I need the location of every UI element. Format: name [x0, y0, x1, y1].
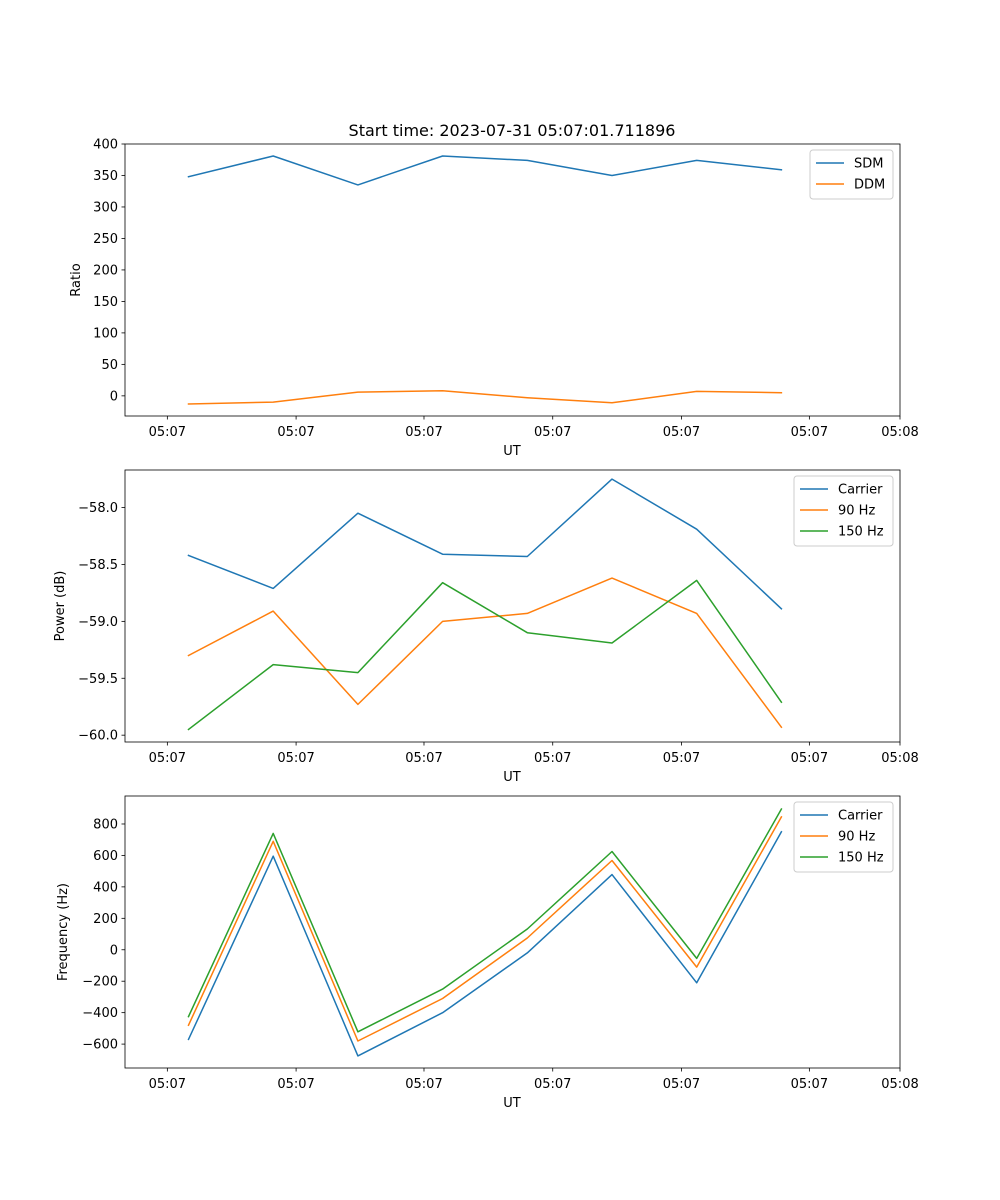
subplot-2: −60.0 −59.5 −59.0 −58.5 −58.0 05:07 05:07 05:07… — [53, 469, 919, 785]
x-tick-label: 05:07 — [791, 1077, 828, 1092]
series-line-carrier — [187, 478, 783, 610]
legend: SDM DDM — [809, 149, 894, 200]
series-line-150-hz — [187, 807, 783, 1033]
y-tick-label: −58.0 — [78, 501, 118, 516]
legend-label: 150 Hz — [838, 851, 884, 866]
y-tick-label: 250 — [93, 232, 118, 247]
axes-frame — [124, 795, 901, 1069]
x-tick-label: 05:07 — [405, 751, 442, 766]
x-tick-label: 05:08 — [881, 425, 918, 440]
legend-label: 90 Hz — [838, 504, 875, 519]
y-axis-label: Frequency (Hz) — [56, 883, 71, 981]
y-tick-label: −600 — [82, 1038, 118, 1053]
y-tick-label: 150 — [93, 295, 118, 310]
legend-label: SDM — [854, 157, 883, 172]
x-tick-label: 05:08 — [881, 1077, 918, 1092]
legend-box — [793, 475, 894, 547]
legend-label: Carrier — [838, 483, 883, 498]
y-tick-label: 600 — [93, 849, 118, 864]
y-tick-label: 300 — [93, 200, 118, 215]
axes-frame — [124, 469, 901, 743]
series-line-150-hz — [187, 579, 783, 731]
x-tick-label: 05:07 — [405, 1077, 442, 1092]
y-axis-label: Ratio — [69, 263, 84, 296]
x-tick-label: 05:07 — [534, 425, 571, 440]
x-tick-label: 05:07 — [791, 751, 828, 766]
series-line-carrier — [187, 830, 783, 1057]
legend-label: Carrier — [838, 809, 883, 824]
x-tick-label: 05:08 — [881, 751, 918, 766]
legend: Carrier 90 Hz 150 Hz — [793, 801, 894, 873]
x-tick-label: 05:07 — [791, 425, 828, 440]
axes-frame — [124, 143, 901, 417]
legend: Carrier 90 Hz 150 Hz — [793, 475, 894, 547]
y-tick-label: 0 — [110, 943, 118, 958]
series-line-90-hz — [187, 577, 783, 729]
x-tick-label: 05:07 — [149, 1077, 186, 1092]
x-tick-label: 05:07 — [663, 1077, 700, 1092]
y-tick-label: 400 — [93, 138, 118, 153]
series-line-sdm — [187, 155, 783, 186]
y-axis-label: Power (dB) — [53, 571, 68, 642]
y-tick-label: 50 — [101, 358, 118, 373]
x-axis-label: UT — [503, 444, 521, 459]
y-tick-label: −200 — [82, 975, 118, 990]
y-tick-label: 0 — [110, 389, 118, 404]
y-tick-label: 100 — [93, 326, 118, 341]
x-tick-label: 05:07 — [663, 751, 700, 766]
y-tick-label: −59.5 — [78, 672, 118, 687]
subplot-3: −600 −400 −200 0 200 400 600 800 05:07 05:07 05:07… — [56, 795, 919, 1111]
y-tick-label: 200 — [93, 263, 118, 278]
x-tick-label: 05:07 — [149, 425, 186, 440]
legend-box — [793, 801, 894, 873]
y-tick-label: 200 — [93, 912, 118, 927]
x-axis-label: UT — [503, 1096, 521, 1111]
x-tick-label: 05:07 — [277, 1077, 314, 1092]
y-tick-label: −59.0 — [78, 615, 118, 630]
chart-title: Start time: 2023-07-31 05:07:01.711896 — [349, 121, 676, 140]
x-axis-label: UT — [503, 770, 521, 785]
x-tick-label: 05:07 — [534, 1077, 571, 1092]
y-tick-label: −400 — [82, 1006, 118, 1021]
x-tick-label: 05:07 — [149, 751, 186, 766]
series-line-90-hz — [187, 815, 783, 1042]
series-line-ddm — [187, 390, 783, 405]
y-tick-label: −58.5 — [78, 558, 118, 573]
x-tick-label: 05:07 — [405, 425, 442, 440]
x-tick-label: 05:07 — [277, 751, 314, 766]
y-tick-label: −60.0 — [78, 729, 118, 744]
x-tick-label: 05:07 — [663, 425, 700, 440]
x-tick-label: 05:07 — [277, 425, 314, 440]
legend-label: 150 Hz — [838, 525, 884, 540]
y-tick-label: 400 — [93, 880, 118, 895]
y-tick-label: 800 — [93, 817, 118, 832]
legend-label: 90 Hz — [838, 830, 875, 845]
x-tick-label: 05:07 — [534, 751, 571, 766]
legend-label: DDM — [854, 178, 885, 193]
subplot-1: 0 50 100 150 200 250 300 350 400 05:07 05:07 05:07 0… — [69, 138, 919, 460]
y-tick-label: 350 — [93, 169, 118, 184]
